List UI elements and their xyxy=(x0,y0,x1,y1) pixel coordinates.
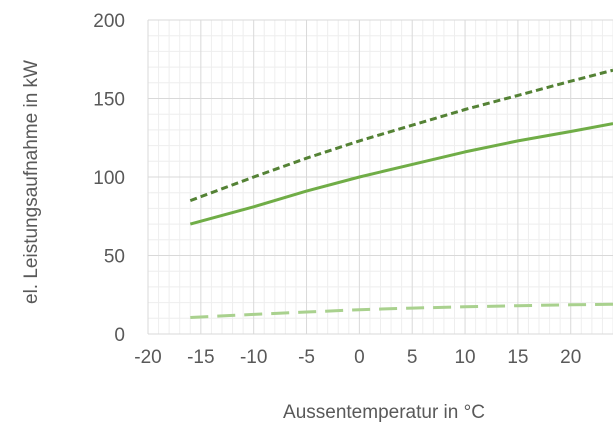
y-axis-tick-labels: 0 50 100 150 200 xyxy=(93,11,125,346)
series-lines xyxy=(189,68,613,319)
y-tick-label: 100 xyxy=(93,168,125,189)
y-tick-label: 200 xyxy=(93,11,125,32)
y-tick-label: 0 xyxy=(114,325,125,346)
x-tick-label: -15 xyxy=(187,347,214,368)
x-tick-label: 15 xyxy=(507,347,528,368)
y-tick-label: 50 xyxy=(104,247,125,268)
major-gridlines xyxy=(147,19,613,335)
x-tick-label: 0 xyxy=(354,347,365,368)
x-axis-title: Aussentemperatur in °C xyxy=(283,402,485,423)
x-tick-label: 10 xyxy=(454,347,475,368)
x-tick-label: -20 xyxy=(134,347,161,368)
series-line-1 xyxy=(189,68,613,203)
x-tick-label: 5 xyxy=(407,347,418,368)
series-line-2 xyxy=(189,122,613,226)
y-axis-title: el. Leistungsaufnahme in kW xyxy=(21,60,42,304)
x-tick-label: -10 xyxy=(240,347,267,368)
x-tick-label: 20 xyxy=(560,347,581,368)
y-tick-label: 150 xyxy=(93,90,125,111)
x-axis-tick-labels: -20 -15 -10 -5 0 5 10 15 20 xyxy=(134,347,581,368)
series-line-3 xyxy=(190,302,613,319)
x-tick-label: -5 xyxy=(298,347,315,368)
